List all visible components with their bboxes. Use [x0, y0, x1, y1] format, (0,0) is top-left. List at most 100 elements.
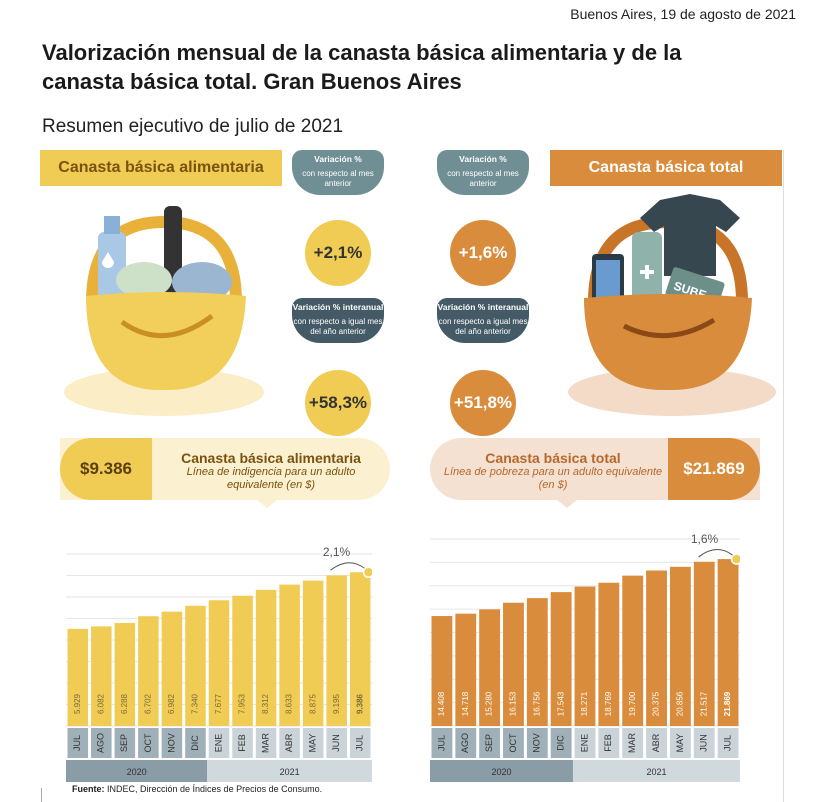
- category-cell: [431, 728, 453, 758]
- cbt-summary-sub: Línea de pobreza para un adulto equivale…: [443, 466, 663, 491]
- bar-value-label: 20.856: [675, 691, 684, 716]
- report-date: Buenos Aires, 19 de agosto de 2021: [570, 6, 796, 22]
- annotation-label: 2,1%: [323, 545, 351, 559]
- category-label: AGO: [460, 733, 470, 753]
- cba-bar-chart: 5.929 JUL 6.082 AGO 6.288 SEP 6.702 OCT 6.982 NOV…: [66, 545, 372, 782]
- bar: [114, 622, 136, 726]
- bar-value-label: 20.375: [652, 691, 661, 716]
- cbt-monthly-variation-value: +1,6%: [450, 220, 516, 286]
- category-label: JUL: [436, 735, 446, 751]
- category-label: JUL: [72, 735, 82, 751]
- bar: [138, 616, 159, 726]
- bar-value-label: 18.271: [580, 691, 589, 716]
- category-cell: [526, 728, 548, 758]
- cba-var-sub: con respecto al mes anterior: [292, 167, 384, 195]
- cbt-amount: $21.869: [668, 438, 760, 500]
- category-label: DIC: [556, 735, 566, 751]
- category-label: AGO: [96, 733, 106, 753]
- category-label: OCT: [508, 733, 518, 753]
- bar: [455, 613, 477, 726]
- cba-monthly-variation-value: +2,1%: [305, 220, 371, 286]
- category-cell: [91, 728, 112, 758]
- year-label: 2021: [647, 767, 667, 777]
- cbt-yoy-variation-bubble: Variación % interanual con respecto a ig…: [437, 298, 529, 343]
- page-subtitle: Resumen ejecutivo de julio de 2021: [42, 116, 344, 137]
- category-cell: [349, 728, 371, 758]
- bar-value-label: 8.312: [261, 693, 270, 714]
- cba-var-label: Variación %: [292, 150, 384, 167]
- year-band: [430, 760, 574, 782]
- category-cell: [646, 728, 667, 758]
- bar: [349, 572, 371, 726]
- category-cell: [279, 728, 300, 758]
- cbt-varint-label: Variación % interanual: [437, 298, 529, 315]
- category-cell: [455, 728, 477, 758]
- cba-monthly-variation-bubble: Variación % con respecto al mes anterior: [292, 150, 384, 195]
- category-cell: [185, 728, 206, 758]
- bar: [598, 582, 620, 726]
- bar: [646, 570, 667, 726]
- category-label: JUL: [355, 735, 365, 751]
- category-cell: [255, 728, 277, 758]
- source-label: Fuente:: [72, 784, 105, 794]
- year-band: [573, 760, 740, 782]
- cbt-summary-title: Canasta básica total: [485, 450, 621, 466]
- bar: [255, 589, 277, 726]
- bar: [431, 616, 453, 726]
- bar: [693, 561, 715, 726]
- annotation-label: 1,6%: [691, 532, 719, 546]
- cbt-heading: Canasta básica total: [550, 150, 782, 186]
- bar-value-label: 6.702: [143, 693, 152, 714]
- source-text: INDEC, Dirección de Índices de Precios d…: [107, 784, 323, 794]
- bar: [232, 595, 253, 726]
- bar: [185, 605, 206, 726]
- cbt-box-pointer: [556, 499, 578, 508]
- bar-value-label: 6.082: [96, 693, 105, 714]
- bar: [302, 580, 324, 726]
- category-cell: [326, 728, 347, 758]
- year-band: [207, 760, 372, 782]
- cbt-varint-sub: con respecto a igual mes del año anterio…: [437, 315, 529, 343]
- bar-value-label: 8.633: [285, 693, 294, 714]
- bar-value-label: 7.340: [191, 693, 200, 714]
- category-label: SEP: [119, 734, 129, 752]
- cbt-summary-text: Canasta básica total Línea de pobreza pa…: [440, 450, 666, 492]
- bar-value-label: 6.288: [120, 693, 129, 714]
- cba-summary-text: Canasta básica alimentaria Línea de indi…: [160, 450, 382, 492]
- bar-value-label: 16.153: [509, 691, 518, 716]
- bar: [550, 592, 572, 726]
- bar-value-label: 19.700: [628, 691, 637, 716]
- category-label: JUN: [699, 734, 709, 752]
- cbt-monthly-variation-bubble: Variación % con respecto al mes anterior: [437, 150, 529, 195]
- bar: [717, 559, 739, 726]
- category-label: ABR: [284, 733, 294, 752]
- bar-value-label: 21.517: [699, 691, 708, 716]
- cbt-var-sub: con respecto al mes anterior: [437, 167, 529, 195]
- total-basket-illustration: SUBE: [568, 194, 776, 416]
- category-label: ENE: [579, 734, 589, 753]
- bar-value-label: 17.543: [556, 691, 565, 716]
- bar-value-label: 6.982: [167, 693, 176, 714]
- cba-heading: Canasta básica alimentaria: [40, 150, 282, 186]
- category-label: FEB: [603, 734, 613, 752]
- annotation-marker: [730, 553, 740, 565]
- cba-varint-sub: con respecto a igual mes del año anterio…: [292, 315, 384, 343]
- bar-value-label: 14.408: [437, 691, 446, 716]
- bar-value-label: 9.386: [355, 693, 364, 714]
- bar: [503, 602, 524, 726]
- bar: [91, 626, 112, 726]
- year-label: 2020: [492, 767, 512, 777]
- food-basket-illustration: [64, 206, 264, 416]
- category-cell: [693, 728, 715, 758]
- bar-value-label: 8.875: [308, 693, 317, 714]
- category-cell: [67, 728, 89, 758]
- category-label: SEP: [484, 734, 494, 752]
- category-cell: [232, 728, 253, 758]
- category-cell: [302, 728, 324, 758]
- annotation-marker: [362, 566, 372, 578]
- bar-value-label: 18.769: [604, 691, 613, 716]
- left-rule: [41, 788, 42, 802]
- bar: [279, 584, 300, 726]
- bar-value-label: 16.756: [532, 691, 541, 716]
- category-cell: [550, 728, 572, 758]
